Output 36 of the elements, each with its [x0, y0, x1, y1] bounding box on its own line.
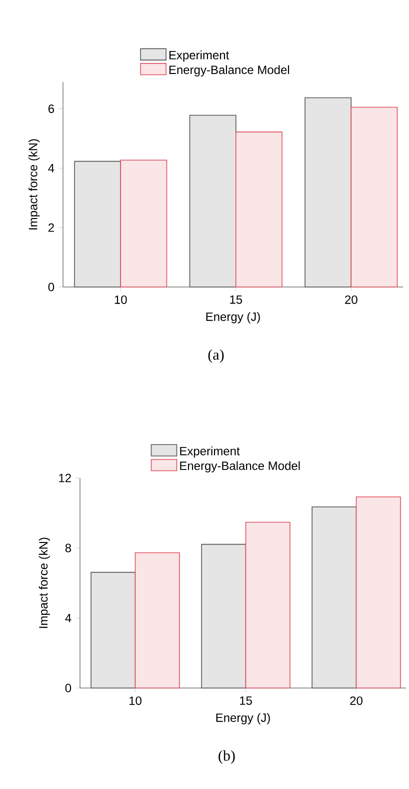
y-axis-title: Impact force (kN) — [38, 538, 50, 628]
legend-label: Experiment — [180, 446, 240, 458]
y-tick-label: 4 — [48, 164, 54, 172]
legend-label: Energy-Balance Model — [169, 65, 290, 76]
text: (b) — [218, 750, 235, 764]
x-tick-label: 20 — [350, 696, 362, 705]
bar — [312, 506, 357, 688]
x-tick-label: 15 — [230, 295, 242, 304]
y-tick-label: 0 — [65, 684, 72, 692]
bar — [189, 114, 236, 288]
bar — [74, 160, 122, 288]
x-tick-label: 15 — [240, 696, 252, 705]
bar — [201, 544, 246, 688]
y-tick-label: 8 — [65, 544, 72, 552]
bar — [356, 496, 401, 688]
bar — [235, 132, 282, 288]
text: (a) — [208, 349, 224, 363]
bar — [304, 97, 352, 288]
bar — [90, 572, 136, 688]
legend-label: Experiment — [169, 50, 230, 62]
x-tick-label: 10 — [114, 295, 127, 304]
y-tick-label: 4 — [65, 614, 72, 622]
y-tick-label: 6 — [48, 104, 54, 113]
x-axis-title: Energy (J) — [206, 312, 260, 324]
legend-label: Energy-Balance Model — [180, 461, 300, 472]
bar — [120, 160, 168, 288]
bar — [134, 552, 180, 688]
x-axis-title: Energy (J) — [216, 713, 270, 724]
y-tick-label: 12 — [59, 474, 71, 482]
y-axis-title: Impact force (kN) — [28, 139, 40, 230]
y-tick-label: 0 — [48, 282, 54, 292]
x-tick-label: 10 — [130, 696, 142, 705]
x-tick-label: 20 — [345, 295, 358, 304]
bar — [245, 522, 290, 688]
y-tick-label: 2 — [48, 223, 54, 232]
bar — [350, 106, 398, 288]
